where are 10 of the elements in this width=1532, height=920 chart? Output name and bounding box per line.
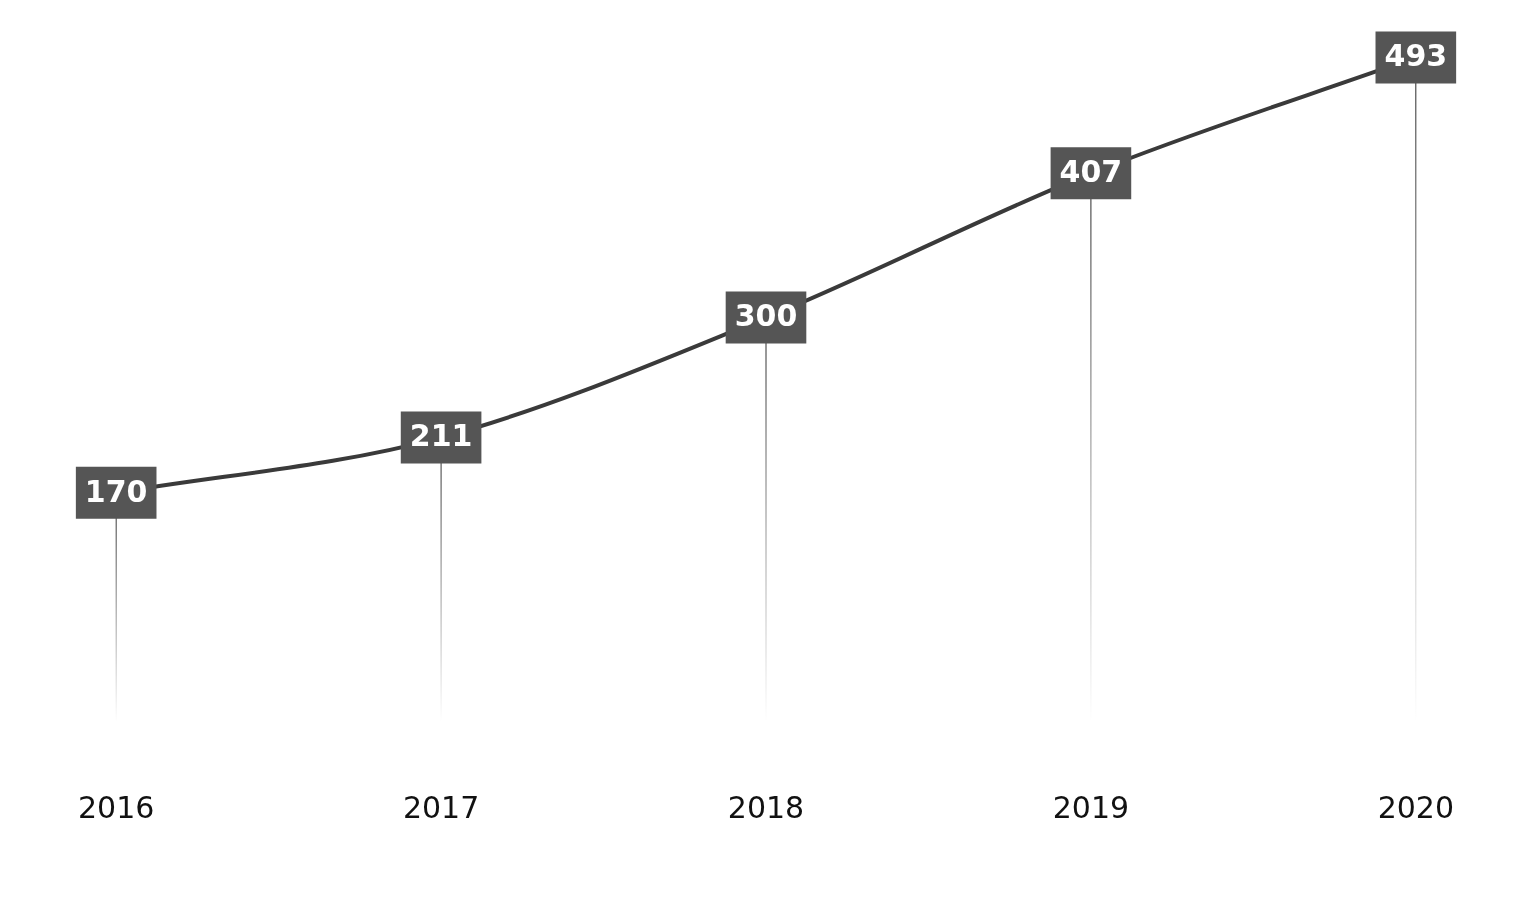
x-tick-label: 2020 bbox=[1377, 789, 1455, 825]
data-label: 493 bbox=[1384, 38, 1448, 74]
x-tick-label: 2017 bbox=[402, 789, 480, 825]
data-label: 300 bbox=[734, 298, 798, 334]
data-label: 170 bbox=[84, 473, 148, 509]
data-label: 407 bbox=[1059, 154, 1123, 190]
data-label: 211 bbox=[409, 418, 473, 454]
x-tick-label: 2019 bbox=[1052, 789, 1130, 825]
x-tick-label: 2018 bbox=[727, 789, 805, 825]
x-tick-label: 2016 bbox=[77, 789, 155, 825]
